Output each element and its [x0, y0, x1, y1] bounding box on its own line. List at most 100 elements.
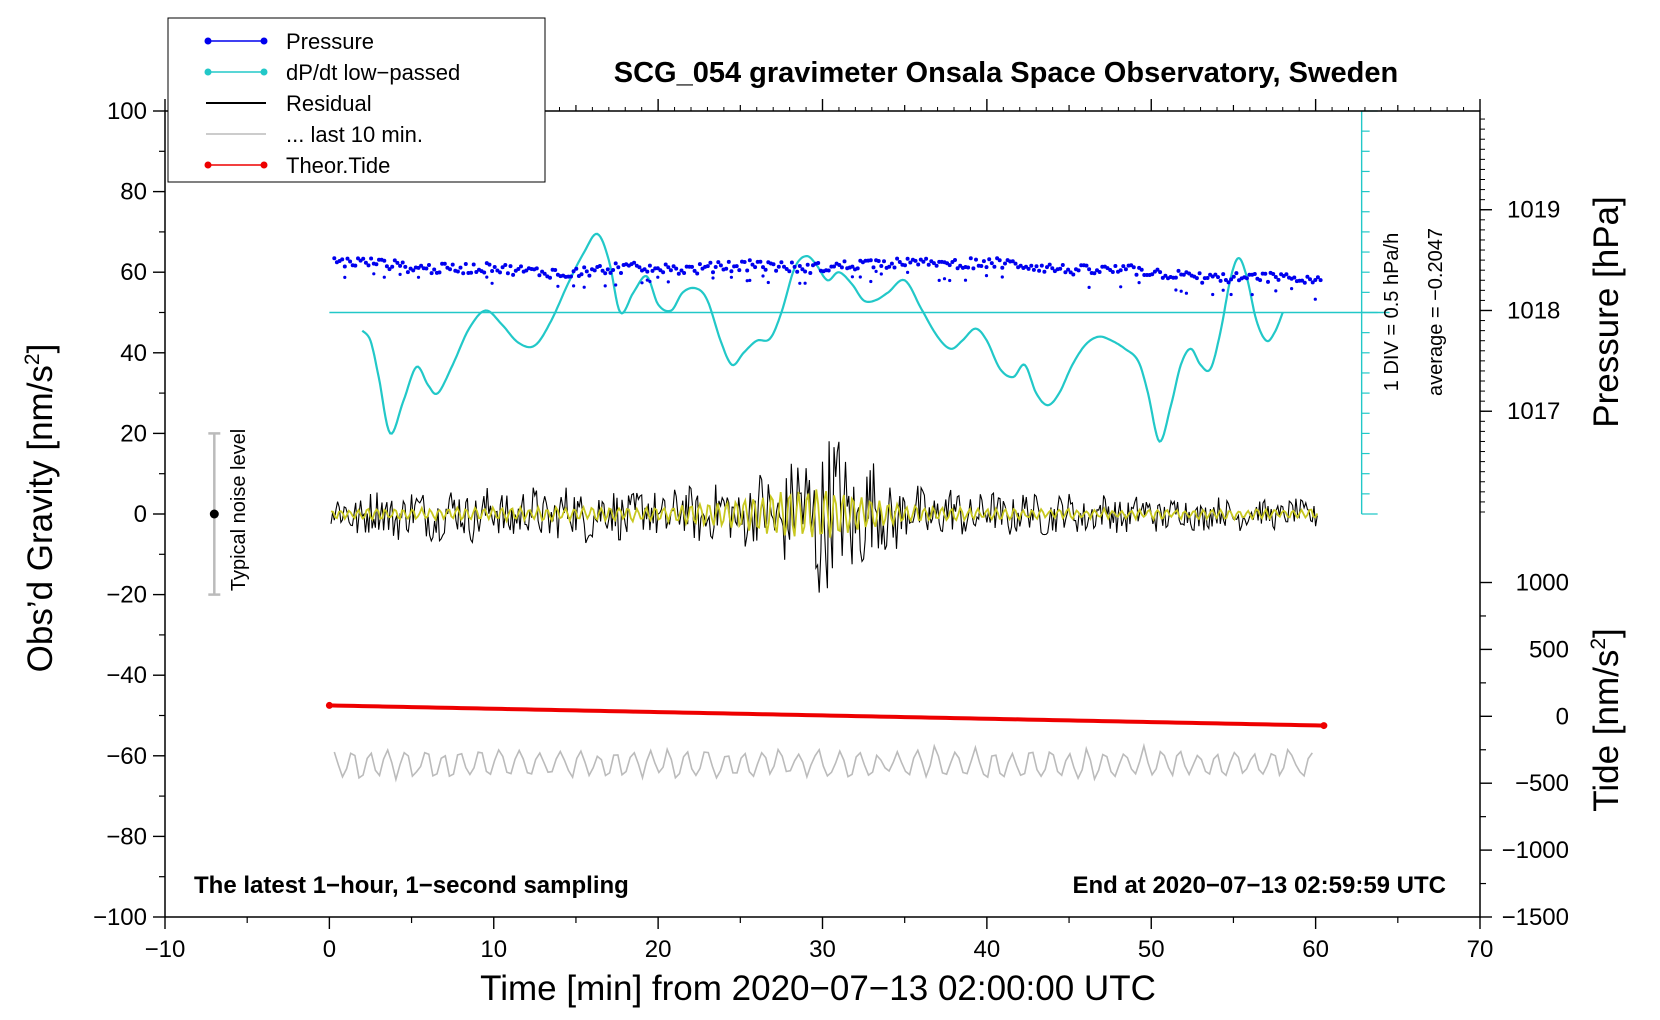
pressure-point: [508, 264, 513, 269]
pressure-point: [361, 256, 366, 261]
pressure-point: [398, 263, 403, 268]
pressure-point: [1284, 272, 1289, 277]
y-tick-label: 20: [120, 420, 147, 447]
pressure-point: [1231, 274, 1236, 279]
legend-marker-0: [204, 37, 212, 45]
pressure-point: [889, 261, 894, 266]
bottom-left-note: The latest 1−hour, 1−second sampling: [194, 872, 629, 899]
pressure-point: [748, 278, 752, 282]
pressure-point: [1071, 272, 1076, 277]
pressure-point: [1315, 275, 1320, 280]
pressure-point: [1310, 280, 1315, 285]
pressure-point: [837, 263, 842, 267]
pressure-point: [1205, 276, 1210, 280]
noise-level-label: Typical noise level: [228, 429, 250, 591]
pressure-point: [1263, 271, 1268, 276]
pressure-point: [611, 268, 616, 272]
pressure-point: [803, 281, 807, 285]
y-tick-label: −20: [106, 582, 147, 609]
tide-axis-title-sup: 2: [1587, 638, 1610, 650]
pressure-point: [808, 271, 813, 275]
y-axis-title-main: Obs’d Gravity [nm/s: [21, 365, 60, 672]
legend-label-2: Residual: [286, 91, 372, 116]
pressure-point: [842, 259, 847, 264]
pressure-point: [500, 265, 505, 270]
pressure-point: [676, 271, 681, 276]
pressure-point: [603, 271, 608, 276]
pressure-point: [1092, 271, 1097, 276]
pressure-point: [761, 274, 765, 278]
pressure-point: [992, 264, 997, 269]
y-tick-label: −80: [106, 823, 147, 850]
pressure-point: [603, 284, 607, 288]
pressure-point: [934, 263, 939, 268]
pressure-point: [1039, 263, 1044, 268]
pressure-point: [839, 265, 844, 270]
pressure-point: [442, 261, 447, 266]
pressure-point: [503, 263, 508, 267]
pressure-point: [1087, 285, 1091, 289]
pressure-point: [979, 264, 984, 268]
pressure-point: [984, 265, 989, 270]
pressure-point: [1037, 268, 1042, 273]
pressure-point: [868, 258, 873, 263]
pressure-point: [548, 275, 552, 280]
pressure-point: [1179, 289, 1183, 293]
y-axis-title-sup: 2: [21, 353, 44, 365]
pressure-point: [1184, 291, 1188, 295]
pressure-point: [587, 273, 592, 278]
pressure-point: [511, 272, 516, 277]
pressure-point: [1031, 267, 1036, 272]
pressure-point: [789, 260, 794, 265]
pressure-point: [1000, 275, 1004, 279]
tide-tick-label: 0: [1556, 703, 1569, 730]
pressure-series: [332, 256, 1323, 301]
pressure-point: [372, 272, 376, 276]
pressure-point: [989, 261, 994, 266]
y-axis-title: Obs’d Gravity [nm/s2]: [21, 344, 60, 673]
pressure-point: [656, 275, 660, 279]
y-tick-label: 60: [120, 259, 147, 286]
last-10-min-line: [333, 742, 1313, 783]
pressure-point: [461, 271, 466, 276]
pressure-point: [403, 264, 408, 269]
pressure-point: [572, 284, 576, 288]
pressure-point: [1034, 264, 1039, 269]
pressure-point: [679, 268, 684, 273]
pressure-point: [947, 263, 952, 268]
pressure-point: [779, 260, 784, 265]
pressure-point: [937, 278, 941, 282]
pressure-point: [690, 264, 694, 269]
pressure-point: [608, 270, 613, 275]
pressure-point: [498, 270, 502, 275]
pressure-point: [963, 278, 968, 282]
pressure-point: [763, 267, 768, 272]
pressure-point: [384, 264, 389, 269]
axes-layer: −10 0 10 20 30 40 50 60 70100806040200−20−40−60−…: [93, 98, 1569, 963]
pressure-point: [1121, 264, 1126, 269]
pressure-point: [695, 271, 700, 276]
pressure-point: [1313, 297, 1317, 301]
pressure-point: [1200, 280, 1205, 285]
pressure-point: [485, 275, 489, 279]
pressure-point: [553, 268, 558, 272]
pressure-point: [1221, 288, 1225, 292]
pressure-point: [906, 270, 910, 274]
pressure-point: [1229, 277, 1234, 282]
pressure-point: [1110, 270, 1115, 274]
pressure-point: [395, 260, 400, 265]
pressure-point: [637, 265, 642, 270]
x-tick-label: 40: [974, 936, 1001, 963]
pressure-point: [482, 270, 487, 275]
pressure-point: [382, 258, 387, 263]
pressure-point: [671, 264, 676, 269]
pressure-point: [645, 278, 649, 282]
pressure-point: [1218, 278, 1223, 283]
pressure-point: [1302, 280, 1307, 285]
tide-axis-title-main: Tide [nm/s: [1587, 650, 1626, 812]
pressure-point: [632, 260, 637, 265]
pressure-point: [429, 271, 434, 276]
pressure-point: [916, 262, 921, 267]
pressure-point: [908, 260, 913, 265]
pressure-point: [1318, 278, 1323, 283]
